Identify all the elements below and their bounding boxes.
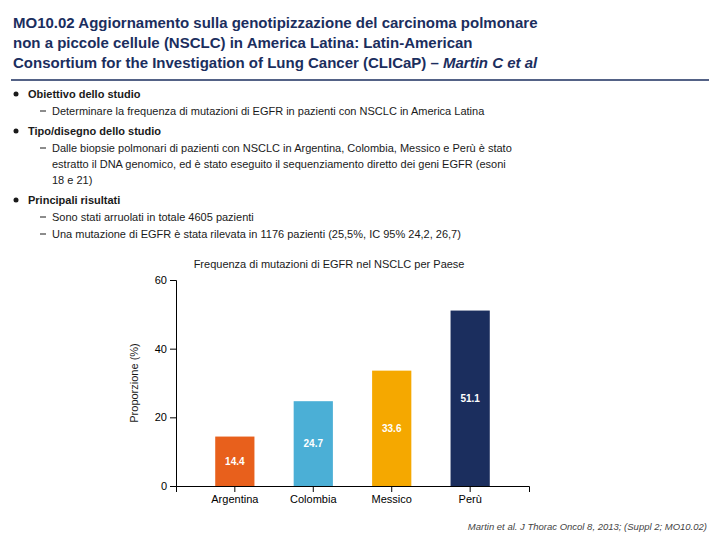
bullet-text: Sono stati arruolati in totale 4605 pazi… [52, 211, 254, 223]
x-tick-mark [234, 486, 235, 492]
y-tick: 0 [161, 480, 176, 492]
x-tick-mark [470, 486, 471, 492]
x-tick-label: Perù [459, 493, 482, 505]
heading-line: Consortium for the Investigation of Lung… [13, 54, 443, 71]
y-axis: 0 20 40 60 [155, 274, 177, 492]
y-tick: 20 [155, 411, 176, 423]
heading-emphasis: Martin C et al [443, 54, 538, 71]
y-tick-label: 60 [155, 274, 167, 286]
bullets: Obiettivo dello studio Determinare la fre… [14, 88, 512, 240]
bullet-text: 18 e 21) [52, 174, 92, 186]
bullet-dash [40, 148, 46, 149]
bullet-heading: Obiettivo dello studio [28, 88, 141, 100]
bullet-heading: Tipo/disegno dello studio [28, 125, 161, 137]
bullet-dot [14, 198, 19, 203]
y-tick-label: 40 [155, 343, 167, 355]
bullet-heading: Principali risultati [28, 194, 120, 206]
bullet-dot [14, 129, 19, 134]
bullet-text: Determinare la frequenza di mutazioni di… [52, 105, 485, 117]
slide: MO10.02 Aggiornamento sulla genotipizzaz… [0, 0, 720, 540]
y-tick-mark [170, 417, 176, 418]
heading-rule [11, 79, 709, 81]
data-label: 51.1 [460, 393, 480, 404]
x-tick-mark [391, 486, 392, 492]
x-tick-mark [313, 486, 314, 492]
chart-title: Frequenza di mutazioni di EGFR nel NSCLC… [194, 258, 465, 270]
bullet-dash [40, 234, 46, 235]
y-axis-title: Proporzione (%) [128, 343, 140, 422]
citation: Martin et al. J Thorac Oncol 8, 2013; (S… [468, 521, 707, 532]
bar [372, 371, 411, 486]
bar [294, 401, 333, 486]
y-tick-mark [170, 486, 176, 487]
x-tick-label: Colombia [290, 493, 337, 505]
y-tick-label: 20 [155, 411, 167, 423]
heading-line: non a piccole cellule (NSCLC) in America… [13, 34, 473, 51]
x-tick: Colombia [290, 486, 337, 505]
x-axis-line [177, 487, 530, 493]
bullet-text: Dalle biopsie polmonari di pazienti con … [52, 142, 512, 154]
data-label: 14.4 [225, 456, 245, 467]
bullet-text: estratto il DNA genomico, ed è stato ese… [52, 158, 506, 170]
data-labels: 14.4 24.7 33.6 51.1 [225, 393, 480, 467]
heading-line: MO10.02 Aggiornamento sulla genotipizzaz… [13, 14, 538, 31]
x-tick-label: Messico [372, 493, 412, 505]
chart: Frequenza di mutazioni di EGFR nel NSCLC… [128, 258, 530, 505]
y-tick: 60 [155, 274, 176, 286]
x-tick: Messico [372, 486, 412, 505]
bullet-text: Una mutazione di EGFR è stata rilevata i… [52, 228, 461, 240]
data-label: 33.6 [382, 423, 402, 434]
bullet-dot [14, 92, 19, 97]
x-tick: Argentina [211, 486, 259, 505]
bar [215, 437, 254, 486]
bar [451, 311, 490, 486]
x-axis: Argentina Colombia Messico Perù [177, 486, 530, 505]
bullet-dash [40, 111, 46, 112]
heading: MO10.02 Aggiornamento sulla genotipizzaz… [13, 14, 538, 71]
x-tick-label: Argentina [211, 493, 259, 505]
data-label: 24.7 [304, 438, 324, 449]
y-tick-mark [170, 280, 176, 281]
y-tick: 40 [155, 343, 176, 355]
bars [215, 311, 490, 486]
y-tick-label: 0 [161, 480, 167, 492]
bullet-dash [40, 217, 46, 218]
y-tick-mark [170, 349, 176, 350]
y-axis-line [170, 281, 177, 487]
x-tick: Perù [459, 486, 482, 505]
